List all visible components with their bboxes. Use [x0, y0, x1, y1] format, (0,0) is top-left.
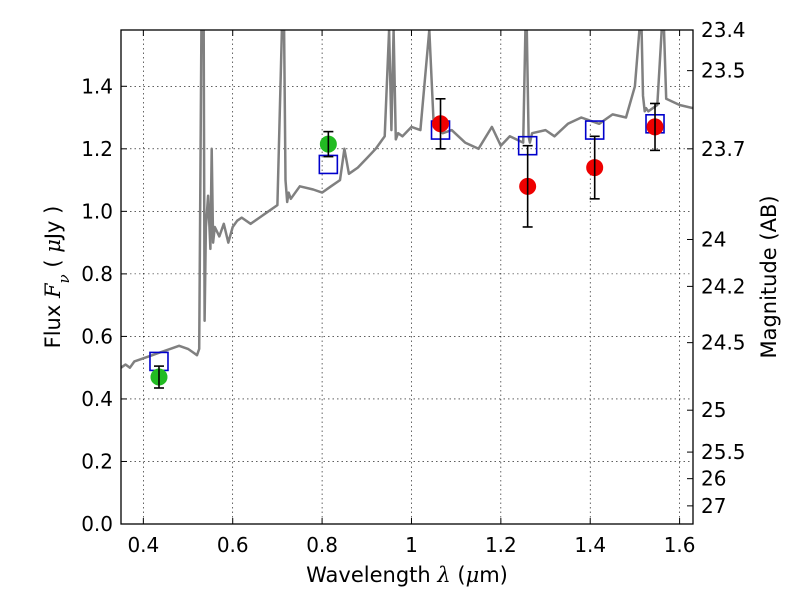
- y-tick-label: 0.8: [81, 262, 113, 286]
- y-axis-label: Flux Fν ( μJy ): [41, 206, 73, 349]
- y2-axis-label: Magnitude (AB): [757, 195, 781, 358]
- y2-tick-label: 27: [701, 494, 726, 518]
- x-tick-label: 1.2: [485, 533, 517, 557]
- x-tick-label: 1.4: [574, 533, 606, 557]
- y2-tick-label: 24.2: [701, 274, 746, 298]
- y-tick-label: 1.4: [81, 74, 113, 98]
- y2-tick-label: 25: [701, 398, 726, 422]
- y2-tick-label: 24: [701, 227, 726, 251]
- x-tick-label: 1.6: [664, 533, 696, 557]
- plot-area: [121, 30, 693, 524]
- y-tick-label: 0.0: [81, 512, 113, 536]
- y-tick-label: 0.2: [81, 449, 113, 473]
- x-axis-label: Wavelength λ (μm): [306, 563, 508, 587]
- x-tick-label: 0.6: [217, 533, 249, 557]
- model-spectrum-line: [121, 30, 693, 369]
- y2-tick-label: 25.5: [701, 440, 746, 464]
- axis-ticks: 0.4 0.6 0.8 1 1.2 1.4 1.6 0.0 0.2 0.4 0.6 0.8 1.0 1.2…: [81, 18, 745, 557]
- y-tick-label: 0.4: [81, 387, 113, 411]
- y2-tick-label: 23.5: [701, 59, 746, 83]
- y-tick-label: 1.0: [81, 199, 113, 223]
- y2-tick-label: 26: [701, 467, 726, 491]
- y2-tick-label: 24.5: [701, 331, 746, 355]
- y-tick-label: 0.6: [81, 324, 113, 348]
- data-series: [121, 30, 693, 389]
- plot-frame: [120, 29, 694, 525]
- y2-tick-label: 23.4: [701, 18, 746, 42]
- x-tick-label: 0.8: [306, 533, 338, 557]
- x-tick-label: 0.4: [127, 533, 159, 557]
- y2-tick-label: 23.7: [701, 137, 746, 161]
- y-tick-label: 1.2: [81, 137, 113, 161]
- x-tick-label: 1: [405, 533, 418, 557]
